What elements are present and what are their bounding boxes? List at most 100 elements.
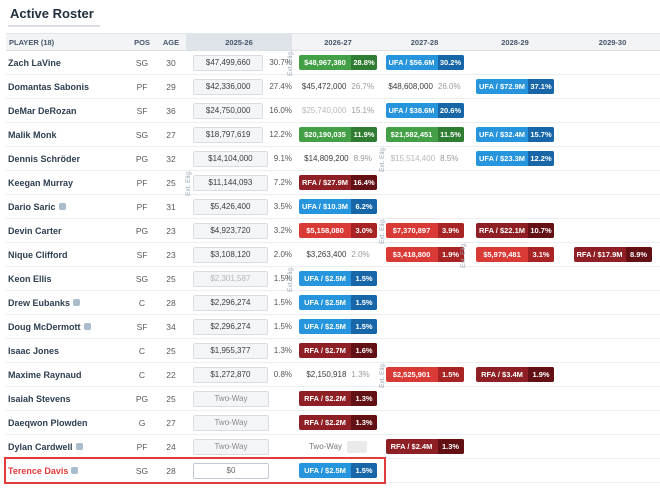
player-age: 25 [166, 393, 176, 404]
cap-pct: 16.0% [269, 106, 292, 115]
player-note-icon [71, 467, 79, 474]
badge-label: UFA / $2.5M [304, 322, 346, 331]
player-name-link[interactable]: Doug McDermott [8, 321, 81, 332]
player-name-link[interactable]: Dennis Schröder [8, 153, 81, 164]
badge-label: RFA / $17.9M [576, 250, 623, 259]
year-cell-2028-29 [465, 315, 565, 338]
player-row: Dario Saric PF 31 $5,426,400 3.5% UFA / $… [6, 195, 660, 219]
contract-badge: $20,190,035 11.9% [299, 127, 377, 142]
player-name-link[interactable]: Isaac Jones [8, 345, 60, 356]
contract-badge: RFA / $27.9M 16.4% [299, 175, 377, 190]
column-header-2027-28[interactable]: 2027-28 [410, 37, 439, 47]
player-name-link[interactable]: Zach LaVine [8, 57, 61, 68]
ext-elig-label: Ext. Elig. [379, 361, 386, 388]
badge-pct: 1.3% [437, 439, 464, 454]
year-cell-2025-26: Two-Way [186, 435, 292, 458]
badge-pct: 16.4% [351, 175, 377, 190]
player-name-link[interactable]: Dylan Cardwell [8, 441, 73, 452]
player-name-link[interactable]: Dario Saric [8, 201, 56, 212]
year-cell-2028-29 [465, 51, 565, 74]
player-cell: Devin Carter [6, 226, 128, 236]
year-cell-2027-28 [384, 171, 465, 194]
year-cell-2026-27: $45,472,000 26.7% [292, 75, 384, 98]
ext-elig-label: Ext. Elig. [460, 241, 467, 268]
player-row: Nique Clifford SF 23 $3,108,120 2.0% $3,2… [6, 242, 660, 267]
year-cell-2028-29 [465, 411, 565, 434]
player-cell: Dennis Schröder [6, 154, 128, 164]
contract-badge: $48,967,380 28.8% [299, 55, 377, 70]
column-header-2025-26[interactable]: 2025-26 [186, 34, 292, 50]
player-age: 24 [166, 441, 176, 452]
year-cell-2025-26: $2,296,274 1.5% [186, 315, 292, 338]
badge-pct: 10.7% [528, 223, 554, 238]
badge-pct: 1.5% [351, 295, 377, 310]
player-pos: C [138, 369, 146, 380]
badge-pct: 8.9% [625, 247, 652, 262]
badge-label: RFA / $3.4M [481, 370, 523, 379]
player-cell: Isaac Jones [6, 346, 128, 356]
year-cell-2029-30 [565, 387, 660, 410]
year-cell-2028-29: Ext. Elig. $5,979,481 3.1% [460, 242, 565, 267]
contract-badge: UFA / $2.5M 1.5% [299, 295, 377, 310]
column-header-pos[interactable]: POS [134, 37, 150, 47]
year-cell-2028-29 [465, 291, 565, 314]
player-name-link[interactable]: Drew Eubanks [8, 297, 71, 308]
year-cell-2027-28: UFA / $56.6M 30.2% [384, 51, 465, 74]
player-pos: SF [136, 321, 148, 332]
contract-badge: RFA / $2.2M 1.3% [299, 391, 377, 406]
year-cell-2026-27: Two-Way [292, 435, 384, 458]
cap-pct: 1.5% [273, 298, 292, 307]
cap-pct: 30.7% [269, 58, 292, 67]
year-cell-2027-28: Ext. Elig. $15,514,400 8.5% [379, 146, 465, 172]
player-pos: SG [135, 57, 149, 68]
player-name-link[interactable]: Daeqwon Plowden [8, 417, 88, 428]
salary-text: $45,472,000 [301, 82, 347, 91]
year-cell-2029-30 [565, 123, 660, 146]
player-age: 34 [166, 321, 176, 332]
player-pos: SG [135, 465, 149, 476]
cap-pct: 8.9% [353, 154, 372, 163]
column-header-2029-30[interactable]: 2029-30 [598, 37, 627, 47]
year-cell-2025-26: Two-Way [186, 411, 292, 434]
badge-label: $5,158,080 [306, 226, 344, 235]
contract-badge: UFA / $2.5M 1.5% [299, 319, 377, 334]
badge-pct: 3.1% [528, 247, 554, 262]
player-row: Terence Davis SG 28 $0 UFA / $2.5M 1.5% [4, 457, 660, 484]
player-name-link[interactable]: Maxime Raynaud [8, 369, 82, 380]
badge-label: $3,418,800 [392, 250, 431, 259]
player-name-link[interactable]: Domantas Sabonis [8, 81, 90, 92]
cap-pct: 2.0% [351, 250, 370, 259]
player-name-link[interactable]: Isaiah Stevens [8, 393, 71, 404]
year-cell-2025-26: $42,336,000 27.4% [186, 75, 292, 98]
player-name-link[interactable]: Devin Carter [8, 225, 62, 236]
column-header-2028-29[interactable]: 2028-29 [501, 37, 529, 47]
salary-text: $14,809,200 [304, 154, 349, 163]
year-cell-2026-27: $2,150,918 1.3% [292, 363, 384, 386]
player-row: Maxime Raynaud C 22 $1,272,870 0.8% $2,15… [6, 361, 660, 388]
player-row: Dylan Cardwell PF 24 Two-Way Two-Way RFA… [6, 435, 660, 459]
column-header-age[interactable]: AGE [162, 37, 180, 47]
player-name-link[interactable]: Nique Clifford [8, 249, 68, 260]
column-header-2026-27[interactable]: 2026-27 [324, 37, 352, 47]
salary-box: $14,104,000 [193, 150, 268, 167]
contract-badge: $3,418,800 1.9% [385, 247, 464, 262]
year-cell-2026-27: Ext. Elig. UFA / $2.5M 1.5% [287, 266, 384, 291]
player-row: Isaiah Stevens PG 25 Two-Way RFA / $2.2M… [6, 387, 660, 411]
player-name-link[interactable]: DeMar DeRozan [8, 105, 77, 116]
year-cell-2027-28 [384, 315, 465, 338]
player-row: Zach LaVine SG 30 $47,499,660 30.7% Ext. … [6, 50, 660, 75]
year-cell-2028-29 [465, 195, 565, 218]
year-cell-2029-30 [565, 51, 660, 74]
player-name-link[interactable]: Keon Ellis [8, 273, 52, 284]
salary-box[interactable]: $0 [193, 462, 269, 479]
player-note-icon [58, 203, 66, 210]
year-cell-2025-26: $2,296,274 1.5% [186, 291, 292, 314]
year-cell-2028-29: RFA / $22.1M 10.7% [465, 219, 565, 242]
player-name-link[interactable]: Terence Davis [8, 465, 69, 476]
player-name-link[interactable]: Keegan Murray [8, 177, 74, 188]
column-header-player[interactable]: PLAYER (18) [9, 37, 55, 47]
player-pos: SG [135, 273, 149, 284]
player-name-link[interactable]: Malik Monk [8, 129, 57, 140]
player-cell: Isaiah Stevens [6, 394, 128, 404]
badge-label: UFA / $2.5M [304, 466, 346, 475]
